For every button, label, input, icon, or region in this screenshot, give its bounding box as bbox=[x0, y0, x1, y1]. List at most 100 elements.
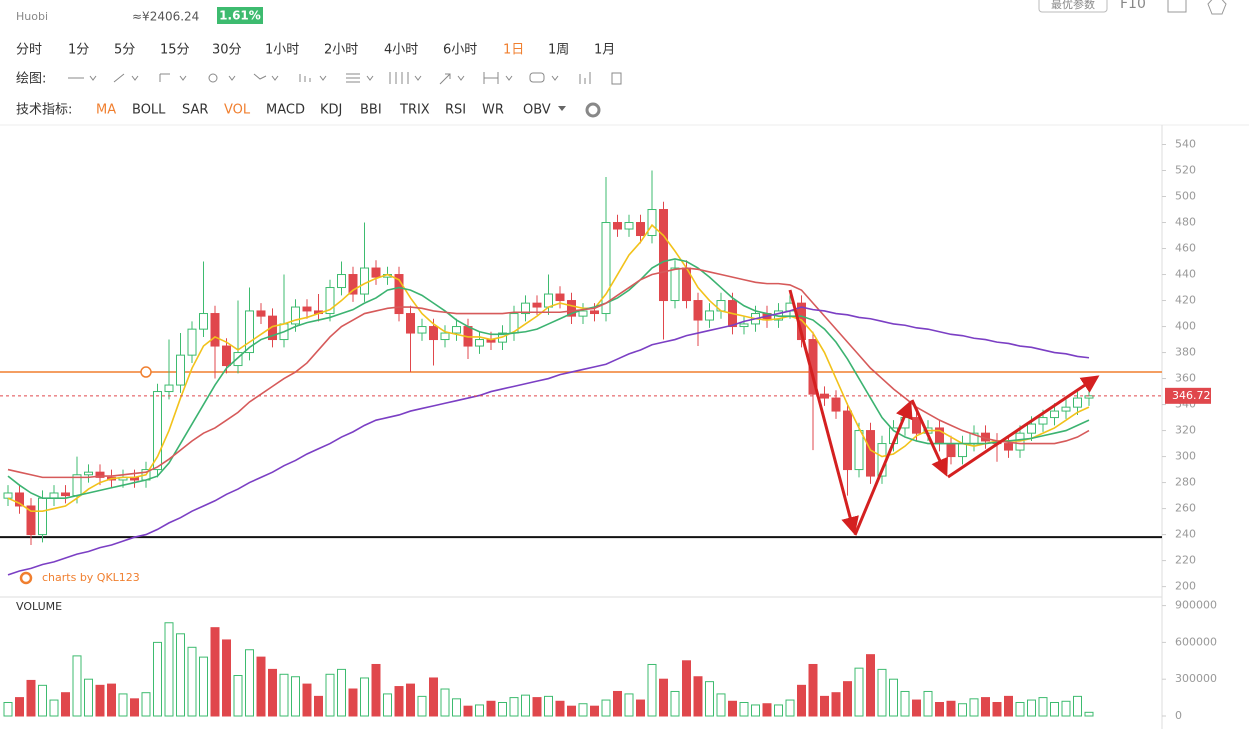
indicator-tab[interactable]: WR bbox=[482, 103, 504, 118]
candle-body bbox=[739, 323, 749, 328]
period-tab[interactable]: 分时 bbox=[16, 43, 42, 58]
volume-bar bbox=[785, 699, 795, 717]
volume-bar bbox=[981, 697, 990, 717]
volume-bar bbox=[233, 675, 243, 717]
candle-body bbox=[1073, 397, 1082, 408]
volume-bar bbox=[693, 676, 703, 717]
trend-arrows bbox=[788, 289, 1100, 536]
volume-bar bbox=[946, 700, 956, 717]
period-tab[interactable]: 2小时 bbox=[324, 43, 358, 58]
period-tab[interactable]: 1小时 bbox=[265, 43, 299, 58]
dropdown-icon[interactable] bbox=[558, 106, 566, 111]
volume-bar bbox=[210, 627, 220, 717]
ma-line bbox=[7, 258, 1090, 499]
volume-bar bbox=[889, 678, 898, 717]
period-tab[interactable]: 1月 bbox=[594, 43, 615, 58]
volume-bar bbox=[440, 688, 450, 717]
candle-body bbox=[659, 209, 668, 302]
volume-bar bbox=[912, 699, 921, 717]
period-tab[interactable]: 30分 bbox=[212, 43, 242, 58]
y-tick-label: 380 bbox=[1175, 346, 1196, 359]
volume-bar bbox=[877, 668, 887, 717]
candle-body bbox=[1061, 406, 1071, 412]
volume-bar bbox=[509, 697, 519, 717]
candle-body bbox=[647, 209, 657, 237]
candle-body bbox=[26, 505, 36, 536]
volume-bar bbox=[590, 705, 599, 717]
volume-bar bbox=[1015, 702, 1025, 717]
candle-body bbox=[578, 310, 588, 317]
candle-body bbox=[693, 300, 703, 321]
indicator-tab[interactable]: RSI bbox=[445, 103, 466, 118]
indicator-tab[interactable]: BOLL bbox=[132, 103, 166, 118]
indicator-tab[interactable]: TRIX bbox=[399, 103, 430, 118]
volume-bar bbox=[199, 656, 208, 717]
candle-body bbox=[1004, 443, 1013, 451]
period-bar: 分时 1分 5分 15分 30分 1小时 2小时 4小时 6小时 1日 1周 1月 bbox=[16, 43, 615, 58]
volume-bar bbox=[636, 699, 645, 717]
candle-body bbox=[532, 302, 542, 308]
volume-bar bbox=[291, 676, 300, 717]
y-tick-label: 900000 bbox=[1175, 599, 1217, 612]
volume-bar bbox=[958, 703, 967, 717]
candle-body bbox=[245, 310, 254, 354]
candle-body bbox=[38, 497, 47, 536]
volume-bar bbox=[348, 688, 358, 717]
indicator-tab[interactable]: MACD bbox=[266, 103, 305, 118]
settings-icon[interactable] bbox=[585, 102, 601, 118]
y-tick-label: 300 bbox=[1175, 450, 1196, 463]
candle-body bbox=[337, 274, 346, 289]
volume-bar bbox=[935, 702, 944, 717]
volume-bar bbox=[314, 695, 323, 717]
draw-tools bbox=[68, 72, 622, 85]
period-tab[interactable]: 1日 bbox=[503, 43, 524, 58]
param-button-label[interactable]: 最优参数 bbox=[1051, 0, 1095, 11]
candle-body bbox=[84, 471, 93, 476]
volume-bar bbox=[256, 656, 266, 717]
period-tab[interactable]: 6小时 bbox=[443, 43, 477, 58]
y-tick-label: 520 bbox=[1175, 164, 1196, 177]
volume-bar bbox=[394, 686, 404, 717]
fullscreen-icon[interactable] bbox=[1167, 0, 1187, 13]
candle-body bbox=[176, 354, 185, 386]
volume-bar bbox=[1038, 697, 1048, 717]
indicator-tab[interactable]: KDJ bbox=[320, 103, 342, 118]
indicator-tab[interactable]: VOL bbox=[224, 103, 251, 118]
volume-bar bbox=[141, 692, 151, 717]
indicator-tab[interactable]: BBI bbox=[360, 103, 382, 118]
f10[interactable]: F10 bbox=[1120, 0, 1146, 12]
period-tab[interactable]: 1分 bbox=[68, 43, 89, 58]
volume-bar bbox=[337, 668, 346, 717]
period-tab[interactable]: 4小时 bbox=[384, 43, 418, 58]
candle-body bbox=[233, 352, 243, 367]
volume-bar bbox=[567, 705, 576, 717]
volume-bar bbox=[992, 702, 1002, 717]
param-button[interactable] bbox=[1038, 0, 1108, 13]
indicator-tab[interactable]: SAR bbox=[182, 103, 208, 118]
star-icon[interactable] bbox=[1207, 0, 1227, 15]
y-tick-label: 0 bbox=[1175, 709, 1182, 722]
volume-bar bbox=[624, 693, 634, 717]
indicator-tab[interactable]: MA bbox=[96, 103, 116, 118]
indicator-tab[interactable]: OBV bbox=[523, 103, 551, 118]
period-tab[interactable]: 5分 bbox=[114, 43, 135, 58]
candle-body bbox=[475, 339, 484, 347]
candle-body bbox=[613, 222, 622, 230]
volume-bar bbox=[739, 702, 749, 717]
candle-body bbox=[268, 315, 277, 341]
period-tab[interactable]: 1周 bbox=[548, 43, 569, 58]
candle-body bbox=[429, 326, 438, 341]
volume-bar bbox=[15, 697, 24, 717]
price-cny: ≈¥2406.24 bbox=[132, 10, 199, 24]
volume-bar bbox=[417, 695, 427, 717]
period-tab[interactable]: 15分 bbox=[160, 43, 190, 58]
volume-bar bbox=[578, 703, 588, 717]
volume-bar bbox=[302, 683, 312, 717]
candle-body bbox=[567, 300, 576, 317]
candle-body bbox=[670, 267, 680, 302]
volume-bar bbox=[831, 692, 841, 717]
volume-bar bbox=[107, 683, 116, 717]
volume-bar bbox=[969, 698, 979, 717]
